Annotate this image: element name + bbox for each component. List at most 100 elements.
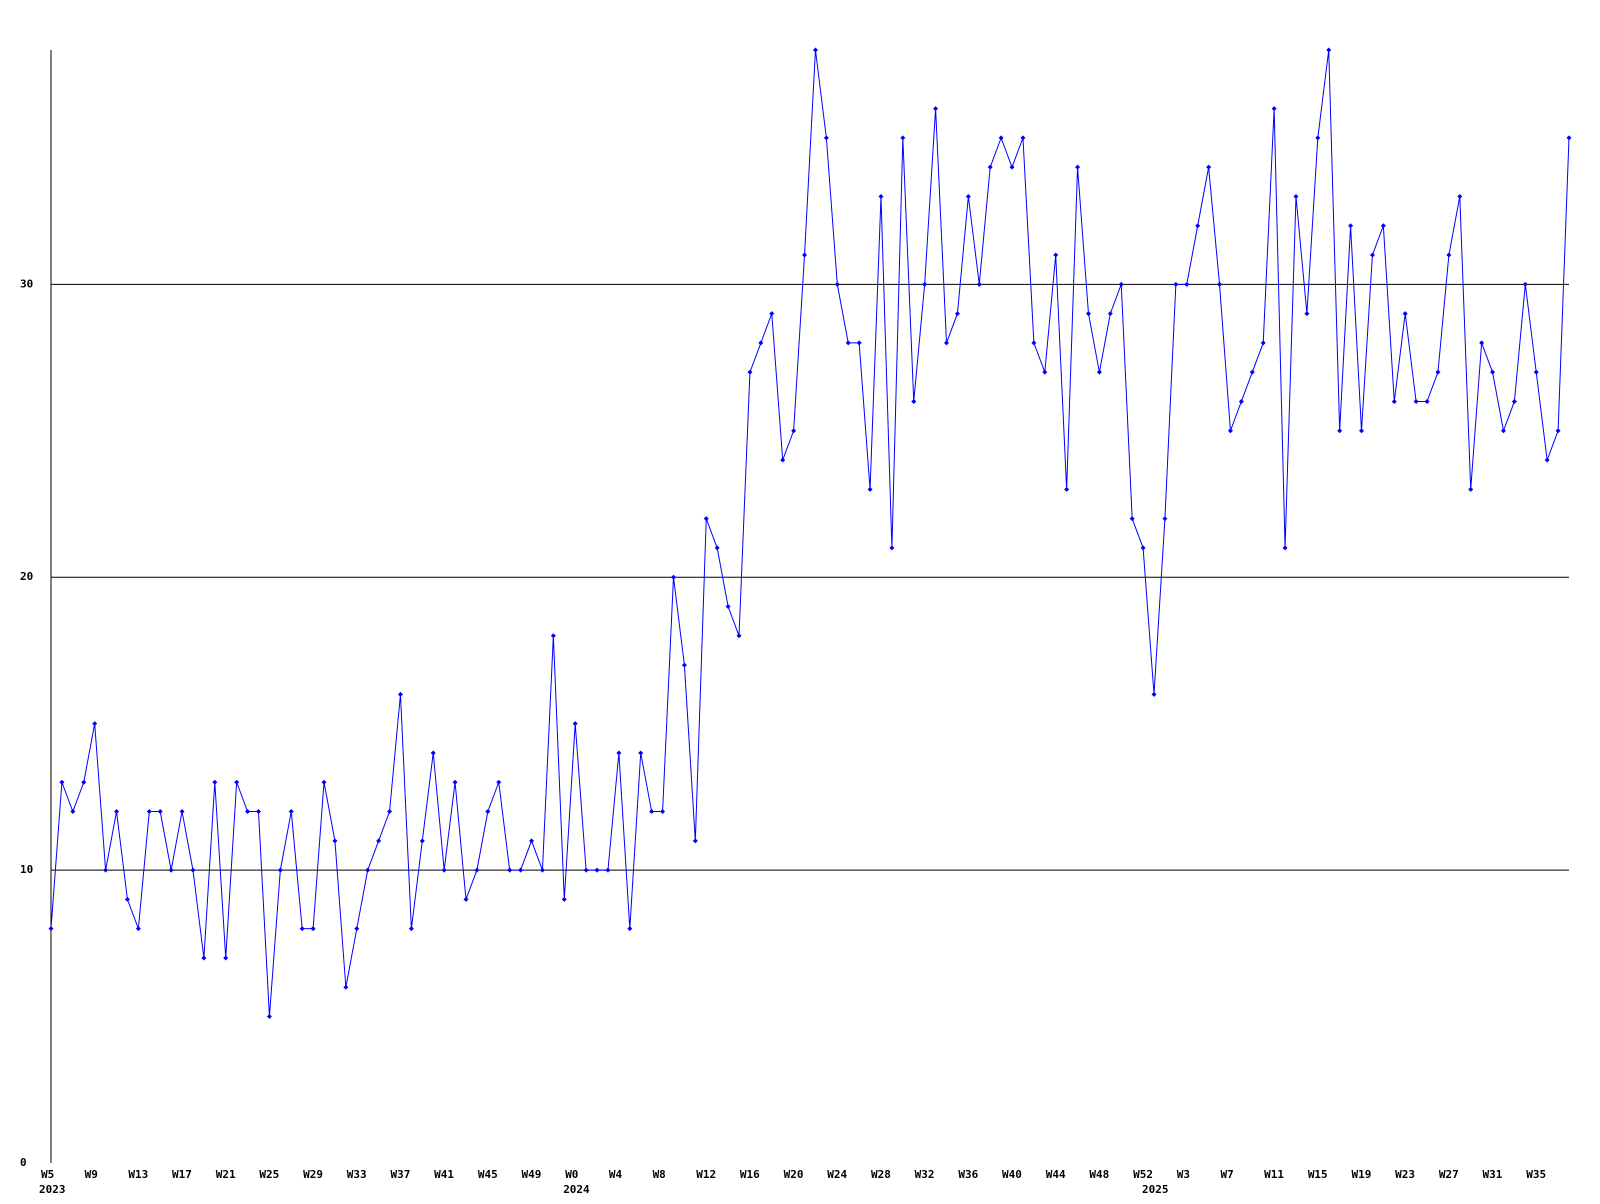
data-point [354,926,360,932]
data-point [583,867,589,873]
data-point [1162,516,1168,522]
data-point [114,809,120,815]
data-point [572,721,578,727]
data-point [452,779,458,785]
data-point [954,311,960,317]
data-point [81,779,87,785]
x-tick-label: W15 [1308,1168,1328,1181]
data-point [911,398,917,404]
x-tick-label: W21 [216,1168,236,1181]
data-point [561,896,567,902]
x-tick-label: W3 [1177,1168,1190,1181]
data-point [201,955,207,961]
data-point [660,809,666,815]
data-point [1359,428,1365,434]
data-point [430,750,436,756]
data-point [812,47,818,53]
data-point [332,838,338,844]
data-point [834,281,840,287]
x-tick-label: W24 [827,1168,847,1181]
data-point [1249,369,1255,375]
x-tick-label: W4 [609,1168,623,1181]
data-point [791,428,797,434]
data-point [1140,545,1146,551]
data-point [419,838,425,844]
data-point [48,926,54,932]
data-point [310,926,316,932]
data-point [616,750,622,756]
data-point [1151,691,1157,697]
data-point [1304,311,1310,317]
data-point [146,809,152,815]
x-tick-label: W52 [1133,1168,1153,1181]
data-point [441,867,447,873]
x-tick-label: W9 [85,1168,98,1181]
data-point [321,779,327,785]
data-point [135,926,141,932]
data-point [1348,223,1354,229]
data-point [212,779,218,785]
x-tick-label: W7 [1220,1168,1233,1181]
x-tick-label: W35 [1526,1168,1546,1181]
data-point [627,926,633,932]
data-line [50,49,1570,1017]
x-tick-label: W5 [41,1168,54,1181]
data-point [1129,516,1135,522]
data-point [70,809,76,815]
data-point [725,604,731,609]
data-point [965,193,971,199]
x-tick-label: W44 [1046,1168,1066,1181]
data-point [845,340,851,346]
x-tick-label: W28 [871,1168,891,1181]
data-point [1555,428,1561,434]
x-tick-label: W16 [740,1168,760,1181]
data-point [1075,164,1081,170]
data-point [1326,47,1332,53]
year-label: 2023 [39,1183,66,1196]
data-point [1457,193,1463,199]
data-point [92,721,98,727]
data-point [1260,340,1266,346]
data-point [649,809,655,815]
data-point [1511,398,1517,404]
data-point [1446,252,1452,258]
data-point [266,1014,272,1020]
data-point [867,486,873,492]
data-point [1500,428,1506,434]
data-point [408,926,414,932]
data-point [1413,398,1419,404]
data-point [998,135,1004,141]
data-point [1227,428,1233,434]
data-point [1096,369,1102,375]
data-point [703,516,709,522]
data-point [878,193,884,199]
data-point [1184,281,1190,287]
data-point [59,779,65,785]
data-point [485,809,491,815]
y-tick-label: 30 [20,277,33,290]
data-point [376,838,382,844]
data-point [299,926,305,932]
x-tick-label: W45 [478,1168,498,1181]
data-point [1337,428,1343,434]
data-point [387,809,393,815]
data-point [692,838,698,844]
data-point [124,896,130,902]
data-point [802,252,808,258]
data-point [1468,486,1474,492]
data-point [507,867,513,873]
x-tick-label: W12 [696,1168,716,1181]
data-point [1042,369,1048,375]
data-point [1173,281,1179,287]
x-tick-label: W36 [958,1168,978,1181]
data-point [157,809,163,815]
data-point [594,867,600,873]
data-point [714,545,720,551]
data-point [1380,223,1386,229]
data-point [529,838,535,844]
data-point [1391,398,1397,404]
data-point [1195,223,1201,229]
x-tick-label: W48 [1089,1168,1109,1181]
